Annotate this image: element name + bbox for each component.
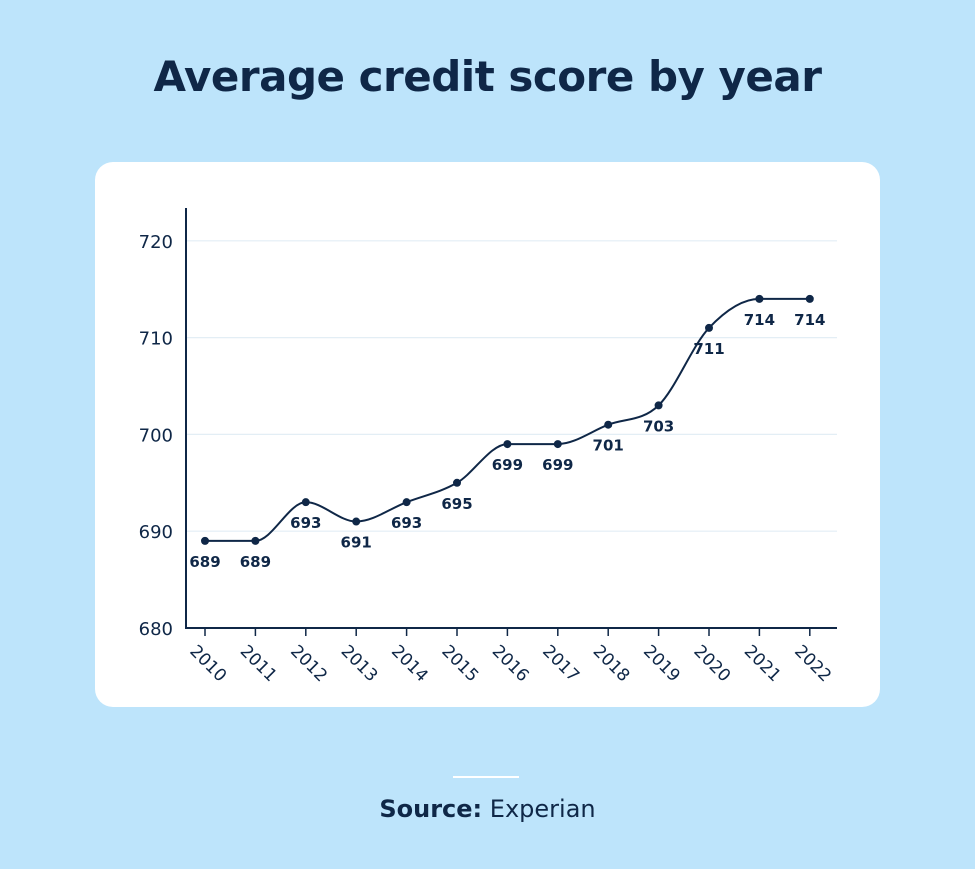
source-note: Source: Experian (0, 795, 975, 823)
source-divider (453, 776, 519, 778)
data-label: 714 (744, 311, 775, 329)
y-tick-label: 690 (139, 522, 173, 543)
data-point (201, 536, 209, 545)
data-point (755, 294, 764, 303)
data-point (251, 536, 260, 545)
data-point (705, 323, 713, 332)
x-tick-label: 2015 (437, 641, 482, 686)
data-label: 699 (542, 456, 573, 474)
chart-title: Average credit score by year (153, 52, 822, 101)
data-label: 703 (643, 417, 674, 435)
data-point (503, 440, 512, 449)
y-tick-label: 700 (139, 425, 173, 446)
data-label: 693 (391, 514, 422, 532)
grid-lines (186, 240, 837, 532)
series-path (204, 297, 810, 542)
data-label: 701 (593, 437, 624, 455)
data-point (604, 420, 613, 429)
data-label: 714 (794, 311, 825, 329)
data-label: 689 (240, 553, 271, 571)
x-tick-label: 2019 (639, 641, 684, 686)
data-label: 695 (441, 495, 472, 513)
data-point (553, 440, 562, 449)
data-label: 689 (189, 553, 220, 571)
data-labels: 689 689 693 691 693 695 699 699 701 703 711 714 714 (189, 311, 825, 571)
data-point (453, 478, 461, 487)
x-tick-label: 2011 (236, 641, 281, 686)
data-point (301, 498, 310, 507)
data-point (805, 294, 814, 303)
x-tick-label: 2021 (740, 641, 785, 686)
y-tick-label: 680 (139, 619, 173, 640)
data-point (352, 517, 361, 526)
data-point (654, 401, 663, 410)
x-tick-label: 2013 (337, 641, 382, 686)
source-value: Experian (489, 795, 596, 823)
data-label: 711 (693, 340, 724, 358)
x-tick-label: 2017 (538, 641, 583, 686)
x-tick-label: 2020 (689, 641, 734, 686)
y-tick-label: 710 (139, 329, 173, 350)
data-label: 693 (290, 514, 321, 532)
data-label: 699 (492, 456, 523, 474)
series-line (204, 297, 810, 542)
x-tick-label: 2012 (286, 641, 331, 686)
y-tick-label: 720 (139, 232, 173, 253)
data-point (402, 498, 411, 507)
x-tick-label: 2010 (185, 641, 230, 686)
x-tick-label: 2018 (589, 641, 634, 686)
x-tick-label: 2014 (387, 641, 432, 686)
x-tick-label: 2016 (488, 641, 533, 686)
x-tick-label: 2022 (790, 641, 835, 686)
data-label: 691 (341, 534, 372, 552)
source-label: Source: (379, 795, 483, 823)
data-points (201, 294, 814, 545)
chart-card: 680 690 700 710 720 2010 2011 2012 2013 2014 2015 2… (95, 162, 880, 707)
